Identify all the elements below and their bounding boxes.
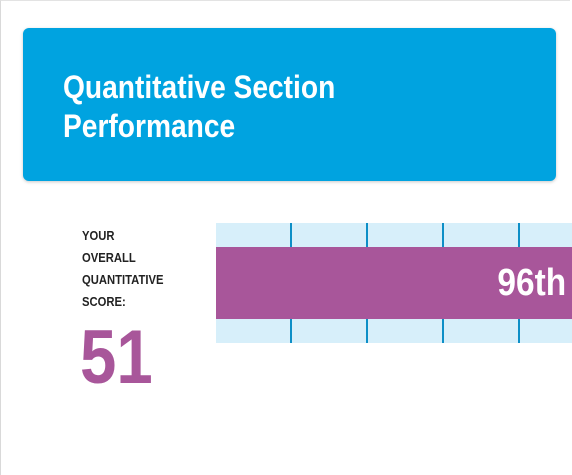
score-label-line: YOUR — [82, 229, 115, 243]
percentile-tick — [442, 223, 444, 247]
score-label: YOUR OVERALL QUANTITATIVE SCORE: — [82, 225, 199, 313]
percentile-bar: 96th — [216, 247, 572, 319]
percentile-label: 96th — [497, 262, 566, 304]
percentile-track-top — [216, 223, 572, 247]
overall-score-value: 51 — [80, 315, 153, 400]
score-label-line: QUANTITATIVE — [82, 273, 164, 287]
percentile-tick — [290, 223, 292, 247]
section-title: Quantitative Section Performance — [63, 69, 336, 144]
score-label-line: OVERALL — [82, 251, 136, 265]
percentile-bar-chart: 96th — [216, 223, 572, 343]
percentile-tick — [366, 319, 368, 343]
percentile-tick — [518, 319, 520, 343]
percentile-tick — [442, 319, 444, 343]
score-label-line: SCORE: — [82, 295, 126, 309]
percentile-tick — [290, 319, 292, 343]
percentile-tick — [518, 223, 520, 247]
section-header-card: Quantitative Section Performance — [23, 28, 556, 181]
percentile-tick — [366, 223, 368, 247]
percentile-track-bottom — [216, 319, 572, 343]
